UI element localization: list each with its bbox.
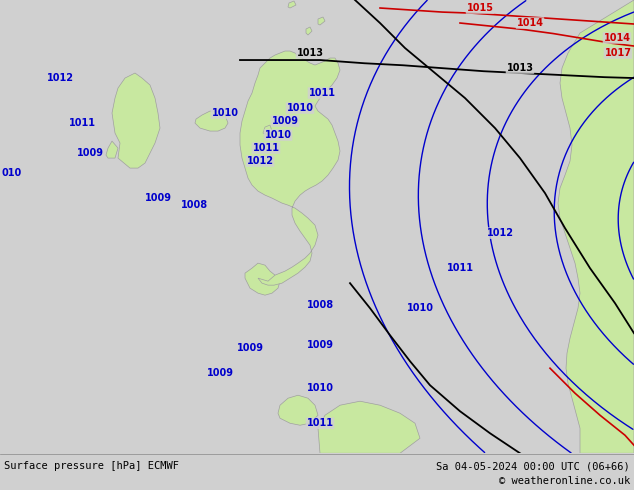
Text: 1015: 1015	[467, 3, 493, 13]
Text: 1013: 1013	[507, 63, 533, 73]
Text: 1011: 1011	[446, 263, 474, 273]
Text: 1013: 1013	[297, 48, 323, 58]
Text: 1014: 1014	[517, 18, 543, 28]
Polygon shape	[195, 111, 228, 131]
Text: 1012: 1012	[247, 156, 273, 166]
Text: © weatheronline.co.uk: © weatheronline.co.uk	[499, 476, 630, 486]
Text: 1011: 1011	[306, 418, 333, 428]
Text: Surface pressure [hPa] ECMWF: Surface pressure [hPa] ECMWF	[4, 461, 179, 471]
Polygon shape	[306, 27, 312, 35]
Text: 1012: 1012	[46, 73, 74, 83]
Text: 1017: 1017	[604, 48, 631, 58]
Text: 1009: 1009	[271, 116, 299, 126]
Text: 1012: 1012	[486, 228, 514, 238]
Polygon shape	[288, 1, 296, 8]
Text: 010: 010	[2, 168, 22, 178]
Text: 1011: 1011	[68, 118, 96, 128]
Text: 1011: 1011	[309, 88, 335, 98]
Polygon shape	[263, 125, 272, 135]
Text: 1010: 1010	[264, 130, 292, 140]
Polygon shape	[318, 17, 325, 25]
Polygon shape	[318, 401, 420, 453]
Text: 1009: 1009	[306, 340, 333, 350]
Text: 1011: 1011	[252, 143, 280, 153]
Text: 1010: 1010	[306, 383, 333, 393]
Text: 1009: 1009	[145, 193, 172, 203]
Text: 1014: 1014	[604, 33, 630, 43]
Polygon shape	[245, 263, 280, 295]
Polygon shape	[106, 141, 118, 158]
Text: 1008: 1008	[181, 200, 209, 210]
Polygon shape	[240, 51, 340, 285]
Text: 1009: 1009	[236, 343, 264, 353]
Text: 1008: 1008	[306, 300, 333, 310]
Text: 1010: 1010	[287, 103, 313, 113]
Text: Sa 04-05-2024 00:00 UTC (06+66): Sa 04-05-2024 00:00 UTC (06+66)	[436, 461, 630, 471]
Polygon shape	[112, 73, 160, 168]
Text: 1010: 1010	[212, 108, 238, 118]
Text: 1010: 1010	[406, 303, 434, 313]
Text: 1009: 1009	[77, 148, 103, 158]
Polygon shape	[558, 0, 634, 453]
Text: 1009: 1009	[207, 368, 233, 378]
Polygon shape	[278, 395, 318, 425]
